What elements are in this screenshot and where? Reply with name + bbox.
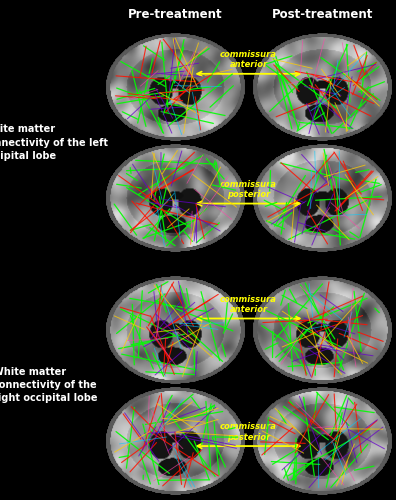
Text: commissura
anterior: commissura anterior <box>220 50 277 70</box>
Text: commissura
anterior: commissura anterior <box>220 294 277 314</box>
Text: Post-treatment: Post-treatment <box>272 8 373 20</box>
Text: White matter
connectivity of the
right occipital lobe: White matter connectivity of the right o… <box>0 367 98 403</box>
Text: commissura
posterior: commissura posterior <box>220 422 277 442</box>
Text: commissura
posterior: commissura posterior <box>220 180 277 199</box>
Text: White matter
connectivity of the left
occipital lobe: White matter connectivity of the left oc… <box>0 124 109 160</box>
Text: Pre-treatment: Pre-treatment <box>128 8 222 20</box>
